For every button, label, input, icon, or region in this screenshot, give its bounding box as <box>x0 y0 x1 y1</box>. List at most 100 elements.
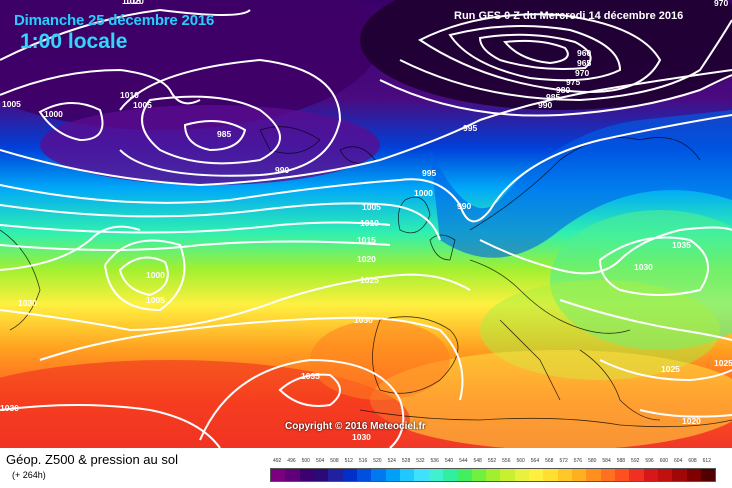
scale-label: 612 <box>702 458 711 464</box>
scale-label: 516 <box>358 458 368 464</box>
scale-swatch <box>371 469 386 481</box>
scale-label: 600 <box>659 458 669 464</box>
isobar-label: 1030 <box>0 403 19 413</box>
isobar-label: 1035 <box>301 371 320 381</box>
map-canvas: 1020 1005 1000 1010 1005 985 990 995 995… <box>0 0 732 448</box>
map-title: Géop. Z500 & pression au sol <box>6 452 178 467</box>
isobar-label: 985 <box>546 92 560 102</box>
scale-swatch <box>629 469 644 481</box>
scale-swatch <box>271 469 286 481</box>
scale-swatch <box>557 469 572 481</box>
scale-label: 572 <box>559 458 568 464</box>
isobar-label: 1020 <box>682 416 701 426</box>
color-scale-labels: 492 496 500 504 508 512 516 520 524 528 532 536 540 5… <box>270 458 714 466</box>
scale-swatch <box>643 469 658 481</box>
scale-label: 536 <box>430 458 439 464</box>
isobar-label: 1005 <box>146 295 165 305</box>
color-scale-bar <box>270 468 716 482</box>
isobar-label: 1030 <box>352 432 371 442</box>
scale-swatch <box>414 469 429 481</box>
scale-label: 568 <box>545 458 554 464</box>
isobar-label: 1030 <box>354 315 373 325</box>
scale-label: 608 <box>688 458 697 464</box>
scale-swatch <box>657 469 673 481</box>
scale-label: 508 <box>330 458 339 464</box>
scale-swatch <box>342 469 357 481</box>
scale-label: 556 <box>502 458 511 464</box>
forecast-hour: 1:00 locale <box>20 30 128 53</box>
isobar-label: 995 <box>422 168 436 178</box>
isobar-label: 965 <box>577 58 591 68</box>
scale-label: 496 <box>287 458 296 464</box>
scale-label: 492 <box>272 458 282 464</box>
isobar-label: 1025 <box>661 364 680 374</box>
isobar-label: 985 <box>217 129 231 139</box>
scale-swatch <box>328 469 343 481</box>
scale-swatch <box>442 469 458 481</box>
scale-label: 532 <box>416 458 425 464</box>
scale-swatch <box>485 469 501 481</box>
isobar-label: 1015 <box>122 0 141 6</box>
scale-label: 604 <box>674 458 683 464</box>
scale-label: 540 <box>444 458 454 464</box>
isobar-label: 995 <box>463 123 477 133</box>
isobar-label: 980 <box>556 85 570 95</box>
scale-swatch <box>543 469 558 481</box>
isobar-label: 1020 <box>125 0 144 6</box>
model-run-info: Run GFS 0 Z du Mercredi 14 décembre 2016 <box>454 10 684 22</box>
scale-label: 588 <box>616 458 626 464</box>
scale-swatch <box>614 469 630 481</box>
isobar-label: 1000 <box>44 109 63 119</box>
scale-swatch <box>500 469 515 481</box>
scale-label: 524 <box>387 458 396 464</box>
scale-swatch <box>457 469 472 481</box>
isobar-label: 1030 <box>18 298 37 308</box>
scale-label: 548 <box>473 458 482 464</box>
isobar-label: 1015 <box>357 235 376 245</box>
isobar-label: 970 <box>714 0 728 8</box>
isobar-label: 990 <box>275 165 289 175</box>
scale-swatch <box>528 469 544 481</box>
scale-swatch <box>686 469 701 481</box>
scale-label: 552 <box>487 458 497 464</box>
forecast-date: Dimanche 25 décembre 2016 <box>14 12 215 29</box>
scale-label: 500 <box>301 458 310 464</box>
scale-swatch <box>428 469 443 481</box>
isobar-label: 975 <box>566 77 580 87</box>
scale-swatch <box>399 469 415 481</box>
scale-swatch <box>514 469 529 481</box>
legend-panel: Géop. Z500 & pression au sol (+ 264h) 49… <box>0 448 732 488</box>
scale-label: 520 <box>373 458 382 464</box>
scale-swatch <box>299 469 314 481</box>
isobar-label: 1005 <box>2 99 21 109</box>
isobar-label: 1005 <box>362 202 381 212</box>
isobar-label: 970 <box>575 68 589 78</box>
scale-swatch <box>672 469 687 481</box>
forecast-offset: (+ 264h) <box>12 470 46 480</box>
scale-label: 580 <box>588 458 597 464</box>
isobar-label: 1025 <box>714 358 732 368</box>
isobar-label: 1010 <box>360 218 379 228</box>
scale-label: 512 <box>344 458 353 464</box>
isobar-label: 1035 <box>672 240 691 250</box>
copyright-notice: Copyright © 2016 Meteociel.fr <box>285 421 426 432</box>
scale-label: 564 <box>530 458 540 464</box>
scale-swatch <box>571 469 587 481</box>
scale-label: 584 <box>602 458 611 464</box>
isobar-label: 1030 <box>634 262 653 272</box>
scale-swatch <box>385 469 400 481</box>
scale-label: 544 <box>459 458 468 464</box>
isobar-label: 990 <box>538 100 552 110</box>
isobar-label: 960 <box>577 48 591 58</box>
scale-swatch <box>700 469 716 481</box>
scale-swatch <box>471 469 486 481</box>
isobars <box>0 8 732 448</box>
scale-swatch <box>285 469 300 481</box>
isobar-label-group: 1020 1005 1000 1010 1005 985 990 995 995… <box>0 0 732 442</box>
scale-swatch <box>586 469 601 481</box>
scale-swatch <box>356 469 372 481</box>
weather-map: 1020 1005 1000 1010 1005 985 990 995 995… <box>0 0 732 448</box>
scale-swatch <box>600 469 615 481</box>
isobar-label: 990 <box>457 201 471 211</box>
coastlines <box>0 126 732 428</box>
